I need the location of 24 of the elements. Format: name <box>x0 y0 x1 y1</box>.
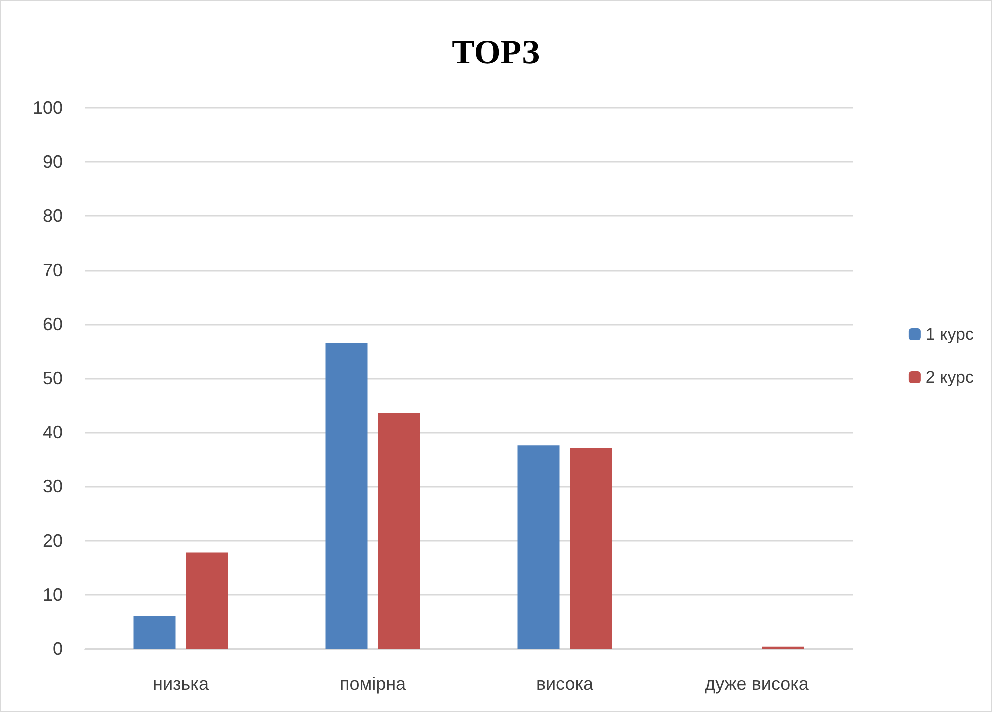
y-tick-label: 0 <box>52 639 63 659</box>
y-tick-label: 20 <box>42 530 63 551</box>
y-tick-label: 70 <box>42 260 63 280</box>
bar <box>134 616 176 649</box>
y-tick-label: 10 <box>42 584 63 605</box>
bar <box>326 343 368 649</box>
y-tick-label: 100 <box>32 98 63 118</box>
y-tick-label: 50 <box>42 368 63 388</box>
bar <box>186 552 228 649</box>
y-tick-label: 30 <box>42 476 63 497</box>
x-tick-label: висока <box>536 674 595 694</box>
legend-label: 1 курс <box>926 325 974 344</box>
y-tick-label: 80 <box>42 206 63 226</box>
y-tick-label: 60 <box>42 314 63 334</box>
chart-title: ТОРЗ <box>452 34 540 72</box>
x-tick-label: дуже висока <box>705 674 810 694</box>
bar <box>518 446 560 649</box>
legend-label: 2 курс <box>926 368 974 387</box>
bar <box>378 413 420 649</box>
bar <box>570 448 612 649</box>
y-tick-label: 90 <box>42 152 63 172</box>
y-tick-label: 40 <box>42 422 63 443</box>
x-tick-label: низька <box>153 674 210 694</box>
x-tick-label: помірна <box>340 674 408 694</box>
